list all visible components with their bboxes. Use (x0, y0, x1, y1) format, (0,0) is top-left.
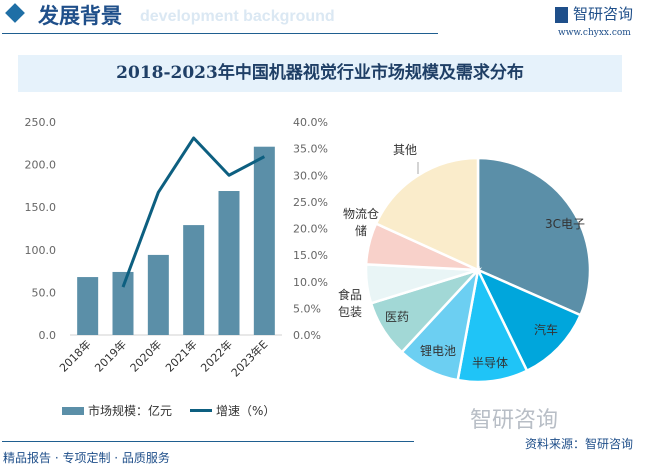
section-title: 发展背景 (38, 4, 122, 28)
chart-title-bar: 2018-2023年中国机器视觉行业市场规模及需求分布 (18, 55, 622, 92)
bar (218, 191, 240, 335)
pie-label-3c: 3C电子 (544, 217, 585, 231)
y-tick-label: 0.0 (39, 329, 57, 342)
y2-tick-label: 20.0% (293, 223, 328, 236)
y2-tick-label: 0.0% (293, 329, 321, 342)
pie-slice (476, 156, 592, 317)
pie-slice (374, 156, 480, 272)
footer-logo: 智研咨询 (470, 408, 559, 433)
logo-icon (555, 6, 568, 23)
y2-tick-label: 25.0% (293, 196, 328, 209)
y-tick-label: 50.0 (32, 286, 57, 299)
pie-label-auto: 汽车 (533, 323, 558, 337)
pie-label-semiconductor: 半导体 (471, 356, 508, 370)
logo-text: 智研咨询 (573, 5, 634, 23)
x-tick-label: 2018年 (56, 337, 93, 374)
pie-label-medical: 医药 (384, 310, 409, 324)
pie-label-logistics: 物流仓储 (342, 207, 379, 238)
bar (77, 277, 99, 335)
y-tick-label: 250.0 (25, 116, 57, 129)
y2-tick-label: 15.0% (293, 249, 328, 262)
bar (112, 271, 134, 335)
y2-tick-label: 35.0% (293, 143, 328, 156)
footer-source: 资料来源：智研咨询 (525, 437, 634, 451)
y2-tick-label: 40.0% (293, 116, 328, 129)
header-divider (2, 33, 438, 34)
section-subtitle: development background (140, 8, 335, 25)
pie-label-food-packaging: 食品包装 (337, 288, 362, 319)
y2-tick-label: 5.0% (293, 302, 321, 315)
y2-tick-label: 30.0% (293, 169, 328, 182)
pie-slice (475, 267, 583, 373)
legend-line-label: 增速（%） (216, 404, 276, 418)
y2-tick-label: 10.0% (293, 276, 328, 289)
bar (183, 225, 205, 335)
legend-line-swatch (190, 409, 213, 412)
legend-item-bar: 市场规模：亿元 (62, 402, 172, 419)
brand-url: www.chyxx.com (558, 28, 631, 38)
legend: 市场规模：亿元 增速（%） (62, 402, 275, 419)
bar (147, 254, 169, 335)
bar (253, 146, 275, 335)
legend-bar-label: 市场规模：亿元 (88, 404, 173, 418)
pie-slice (456, 266, 529, 384)
x-tick-label: 2023年E (228, 337, 270, 379)
y-tick-label: 150.0 (25, 201, 57, 214)
chart-title: 2018-2023年中国机器视觉行业市场规模及需求分布 (116, 63, 524, 83)
pie-label-other: 其他 (392, 143, 417, 157)
legend-item-line: 增速（%） (190, 402, 275, 419)
x-tick-label: 2020年 (127, 337, 164, 374)
x-tick-label: 2021年 (162, 337, 199, 374)
pie-label-lithium: 锂电池 (419, 344, 456, 358)
footer-divider (2, 441, 414, 442)
y-tick-label: 200.0 (25, 159, 57, 172)
footer-tagline: 精品报告 · 专项定制 · 品质服务 (3, 451, 170, 465)
x-tick-label: 2019年 (92, 337, 129, 374)
y-tick-label: 100.0 (25, 244, 57, 257)
legend-bar-swatch (62, 406, 84, 415)
brand-logo: 智研咨询 (555, 3, 633, 24)
